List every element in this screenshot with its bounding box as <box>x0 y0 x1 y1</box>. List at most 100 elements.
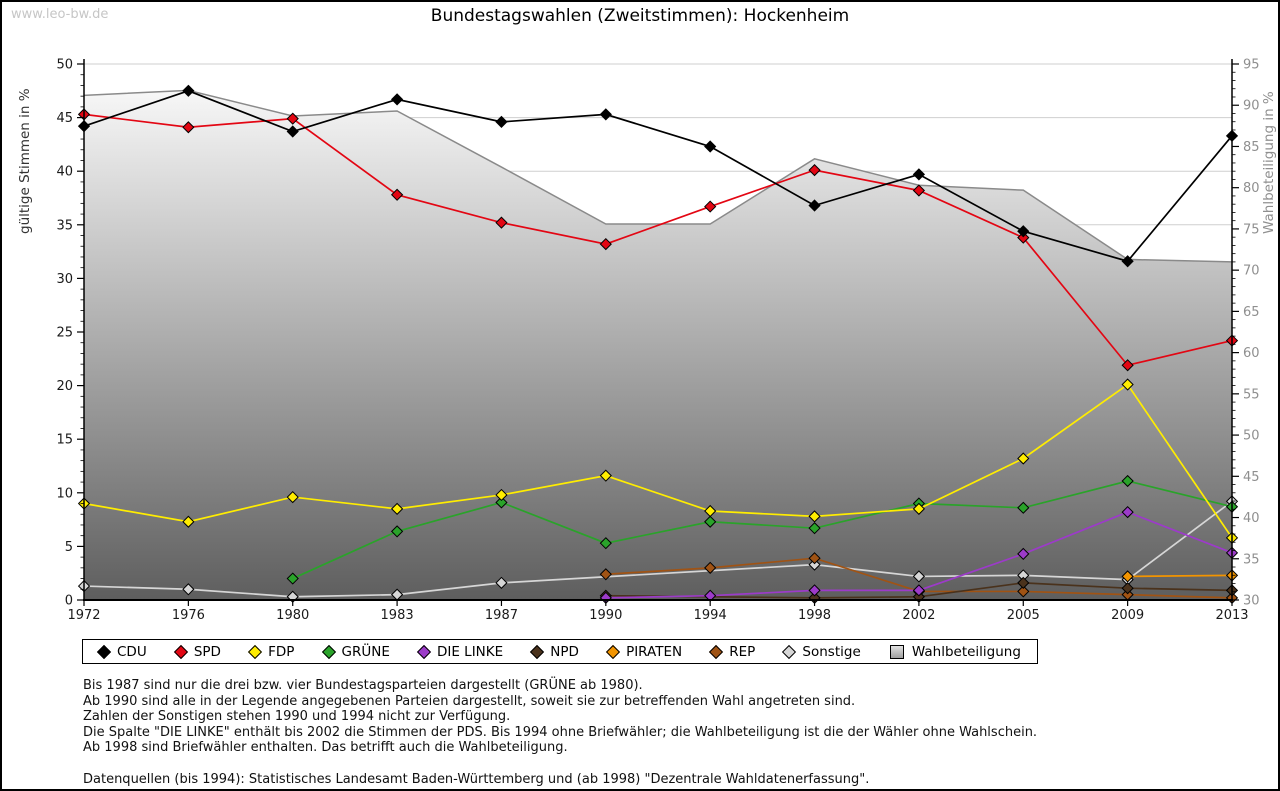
page-title: Bundestagswahlen (Zweitstimmen): Hockenh… <box>430 6 850 26</box>
series-spd-marker <box>1121 359 1134 372</box>
legend-item-gr-ne: GRÜNE <box>321 643 390 660</box>
series-cdu-marker <box>599 108 612 121</box>
legend-label: PIRATEN <box>626 643 683 660</box>
y-left-tick-label: 40 <box>56 165 73 180</box>
series-gr-ne-marker <box>599 537 612 550</box>
footnote-line: Bis 1987 sind nur die drei bzw. vier Bun… <box>83 678 643 693</box>
legend-label: CDU <box>117 643 147 660</box>
series-gr-ne-marker <box>808 522 821 535</box>
series-cdu-marker <box>808 199 821 212</box>
series-gr-ne-marker <box>704 515 717 528</box>
series-rep-marker <box>599 568 612 581</box>
x-tick-label: 1994 <box>694 608 727 623</box>
legend-diamond-icon-cdu <box>96 644 112 659</box>
series-gr-ne-marker <box>495 496 508 509</box>
series-cdu-marker <box>390 93 404 106</box>
series-spd-marker <box>390 188 404 201</box>
series-die-linke-marker <box>912 584 926 597</box>
y-left-tick-label: 15 <box>56 433 73 448</box>
y-left-tick-label: 50 <box>56 58 73 73</box>
series-npd-line <box>605 581 1233 599</box>
wahlbeteiligung-line <box>83 89 1233 263</box>
legend-label: FDP <box>268 643 295 660</box>
legend-label: SPD <box>193 643 221 660</box>
series-die-linke-marker <box>1017 547 1030 561</box>
footnote-line: Ab 1990 sind alle in der Legende angegeb… <box>83 693 856 709</box>
legend-label: NPD <box>550 643 579 660</box>
series-sonstige-marker <box>495 576 508 589</box>
series-spd-marker <box>495 216 508 229</box>
y-left-tick-label: 5 <box>65 540 73 555</box>
legend-diamond-icon-npd <box>530 644 545 659</box>
series-cdu-marker <box>704 140 717 153</box>
series-fdp-line <box>83 383 1233 539</box>
series-gr-ne-marker <box>286 572 299 585</box>
y-right-tick-label: 75 <box>1243 222 1260 237</box>
x-tick-label: 2013 <box>1215 608 1248 623</box>
series-rep-marker <box>1017 585 1030 598</box>
y-right-tick-label: 40 <box>1243 511 1260 526</box>
series-cdu-marker <box>182 84 195 97</box>
series-cdu-marker <box>1017 225 1030 238</box>
legend-diamond-icon-piraten <box>605 644 621 659</box>
wahlbeteiligung-area <box>84 90 1232 600</box>
series-rep-marker <box>808 552 821 565</box>
series-sonstige-marker <box>912 570 926 583</box>
x-tick-label: 1980 <box>276 608 309 623</box>
series-spd-marker <box>808 164 821 177</box>
x-tick-label: 1972 <box>67 608 100 623</box>
series-npd-marker <box>1017 576 1030 589</box>
series-spd-line <box>83 113 1233 367</box>
series-gr-ne-line <box>292 480 1233 580</box>
x-tick-label: 1998 <box>798 608 831 623</box>
series-die-linke-marker <box>1121 505 1134 519</box>
footnote-line: Datenquellen (bis 1994): Statistisches L… <box>83 771 870 787</box>
x-tick-label: 1983 <box>381 608 414 623</box>
legend-label: DIE LINKE <box>436 643 504 660</box>
legend-item-npd: NPD <box>530 643 579 660</box>
y-left-tick-label: 45 <box>56 111 73 126</box>
y-left-tick-label: 0 <box>65 594 73 609</box>
legend-diamond-icon-die-linke <box>416 644 432 659</box>
footnote-line: Zahlen der Sonstigen stehen 1990 und 199… <box>83 709 511 725</box>
series-sonstige-line <box>83 500 1233 598</box>
legend-item-die-linke: DIE LINKE <box>416 643 504 660</box>
series-spd-marker <box>182 121 195 134</box>
series-spd-marker <box>286 112 299 125</box>
series-fdp-marker <box>1121 378 1134 391</box>
y-left-tick-label: 10 <box>56 486 73 501</box>
legend-diamond-icon-spd <box>173 644 188 659</box>
series-cdu-marker <box>1121 255 1134 268</box>
series-spd-marker <box>912 184 926 197</box>
legend-item-cdu: CDU <box>96 643 147 660</box>
y-left-tick-label: 30 <box>56 272 73 287</box>
y-left-tick-label: 25 <box>56 326 73 341</box>
y-right-axis-title: Wahlbeteiligung in % <box>1261 91 1277 234</box>
footnote-line: Die Spalte "DIE LINKE" enthält bis 2002 … <box>83 724 1038 740</box>
footnote-line <box>83 756 1037 772</box>
series-cdu-marker <box>912 168 926 181</box>
legend-label: Wahlbeteiligung <box>911 643 1021 660</box>
x-tick-label: 2009 <box>1111 608 1144 623</box>
series-sonstige-marker <box>182 583 195 596</box>
y-right-tick-label: 45 <box>1243 470 1260 485</box>
series-piraten-line <box>1127 574 1233 578</box>
legend-diamond-icon-sonstige <box>782 644 797 659</box>
series-npd-marker <box>1121 582 1134 595</box>
y-right-tick-label: 35 <box>1243 552 1260 567</box>
series-fdp-marker <box>704 504 717 518</box>
series-fdp-marker <box>808 510 821 523</box>
legend-label: GRÜNE <box>341 643 390 660</box>
footnote-line: Ab 1998 sind Briefwähler enthalten. Das … <box>83 740 568 756</box>
series-fdp-marker <box>286 490 299 504</box>
series-fdp-marker <box>599 469 612 482</box>
series-fdp-marker <box>912 502 926 515</box>
series-die-linke-marker <box>808 584 821 597</box>
election-line-chart: 0 5 10 15 20 25 30 35 40 45 50 30 35 40 45 50 55 60 65 70 75… <box>17 58 1277 624</box>
legend-diamond-icon-fdp <box>247 644 263 659</box>
x-tick-label: 2002 <box>902 608 935 623</box>
chart-legend: CDU SPD FDP GRÜNE DIE LINKE NPD PIRATEN REP Sons… <box>82 639 1038 664</box>
legend-item-spd: SPD <box>173 643 221 660</box>
y-right-tick-label: 50 <box>1243 429 1260 444</box>
x-tick-label: 1976 <box>172 608 205 623</box>
